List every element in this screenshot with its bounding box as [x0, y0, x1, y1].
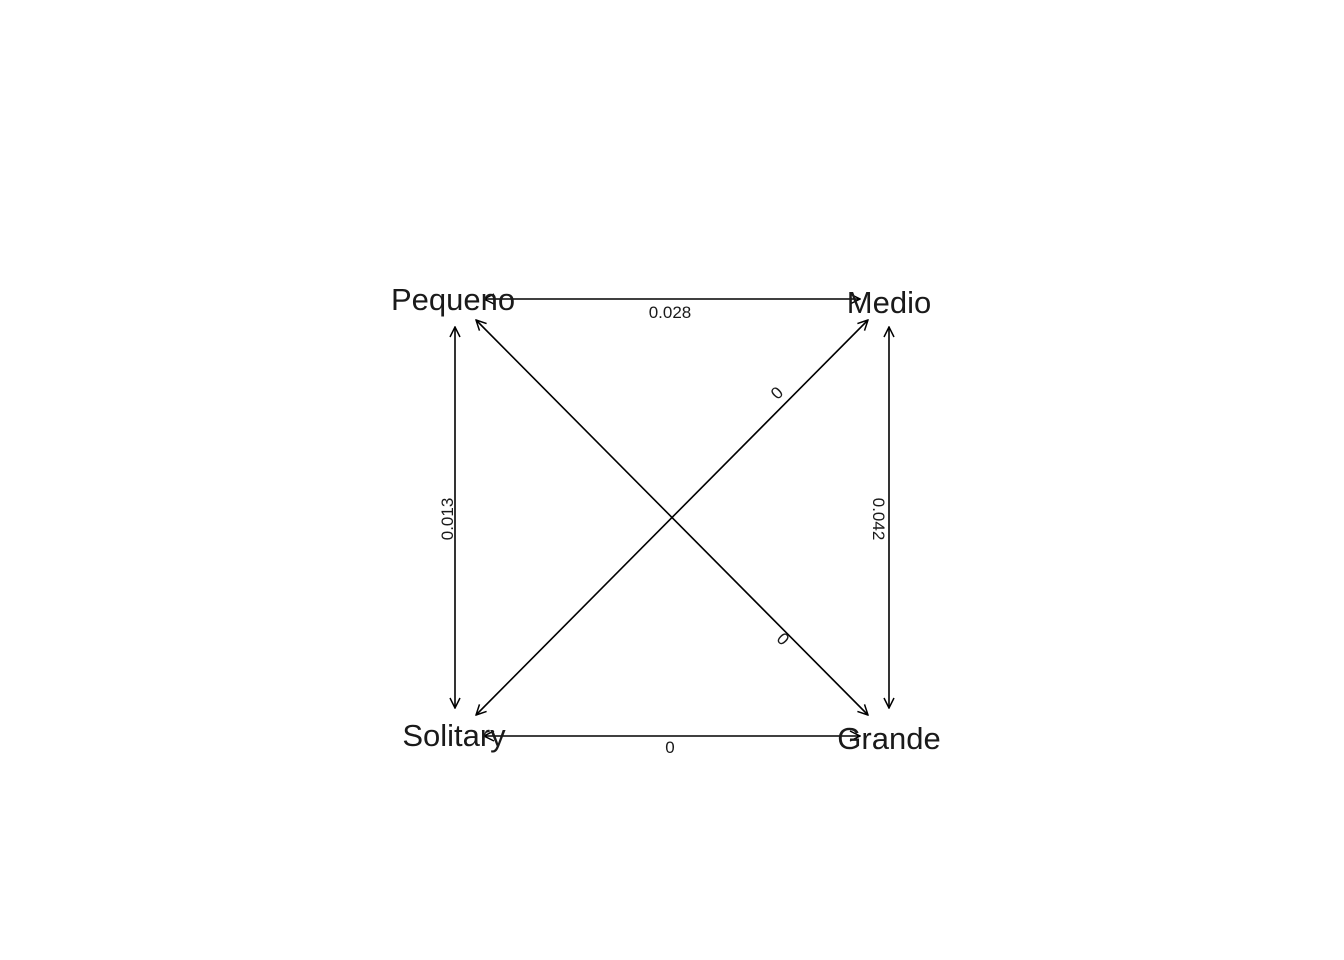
edge-label-pequeno-solitary: 0.013 [438, 498, 457, 541]
edge-label-pequeno-medio: 0.028 [649, 303, 692, 322]
edge-label-pequeno-grande: 0 [773, 629, 793, 649]
node-pequeno: Pequeno [391, 282, 515, 317]
edge-label-medio-grande: 0.042 [869, 498, 888, 541]
node-medio: Medio [847, 285, 931, 320]
edge-label-solitary-medio: 0 [767, 383, 787, 403]
node-solitary: Solitary [402, 718, 506, 753]
edge-labels: 0.028 0.013 0.042 0 0 0 [438, 303, 888, 757]
edge-pequeno-grande [476, 320, 868, 715]
node-grande: Grande [837, 721, 940, 756]
edge-label-solitary-grande: 0 [665, 738, 674, 757]
nodes: Pequeno Medio Solitary Grande [391, 282, 941, 756]
edges [455, 299, 889, 736]
